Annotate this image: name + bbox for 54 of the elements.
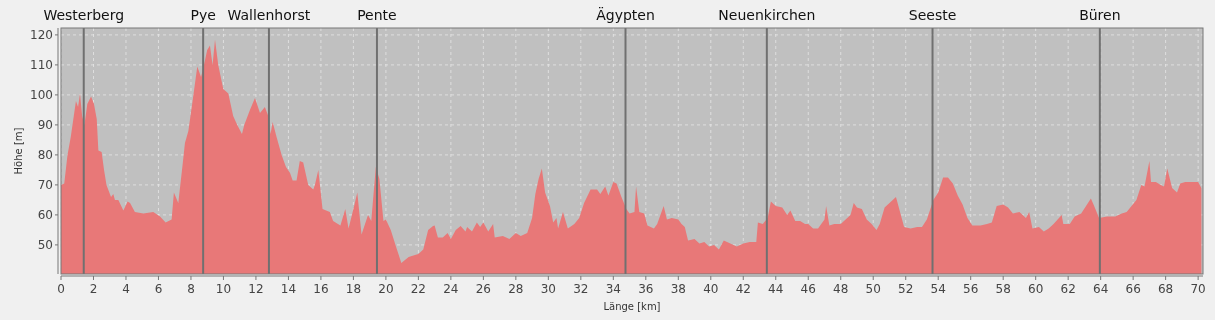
y-axis-title: Höhe [m] [13, 127, 24, 175]
x-tick-label: 0 [57, 282, 65, 296]
x-tick-label: 36 [638, 282, 654, 296]
x-tick-label: 24 [443, 282, 459, 296]
x-tick-label: 32 [573, 282, 589, 296]
x-tick-label: 6 [154, 282, 163, 296]
ref-line-label: Wallenhorst [227, 7, 311, 23]
x-tick-label: 22 [410, 282, 427, 296]
x-tick-label: 16 [313, 282, 329, 296]
x-axis-title: Länge [km] [603, 301, 661, 312]
x-tick-label: 56 [963, 282, 979, 296]
ref-line-label: Westerberg [43, 7, 125, 23]
x-tick-label: 18 [345, 282, 362, 296]
x-tick-label: 66 [1125, 282, 1141, 296]
x-tick-label: 54 [930, 282, 946, 296]
x-tick-label: 48 [833, 282, 849, 296]
x-tick-label: 68 [1158, 282, 1174, 296]
y-tick-label: 80 [37, 148, 53, 163]
ref-line-label: Büren [1079, 7, 1121, 23]
ref-line-label: Neuenkirchen [718, 7, 816, 23]
x-tick-label: 12 [248, 282, 264, 296]
x-tick-label: 28 [508, 282, 524, 296]
y-tick-label: 100 [30, 88, 53, 103]
y-tick-label: 120 [30, 28, 53, 43]
x-tick-label: 38 [670, 282, 686, 296]
x-tick-label: 14 [280, 282, 297, 296]
ref-line-label: Pye [190, 7, 216, 23]
x-tick-label: 62 [1060, 282, 1076, 296]
x-tick-label: 30 [540, 282, 556, 296]
x-tick-label: 26 [475, 282, 491, 296]
y-tick-label: 60 [37, 208, 53, 223]
ref-line-label: Seeste [908, 7, 957, 23]
x-tick-label: 44 [768, 282, 784, 296]
x-tick-label: 50 [865, 282, 881, 296]
x-tick-label: 40 [703, 282, 719, 296]
ref-line-label: Ägypten [596, 6, 655, 23]
x-tick-label: 8 [187, 282, 195, 296]
x-tick-label: 64 [1093, 282, 1109, 296]
x-tick-label: 60 [1028, 282, 1044, 296]
x-tick-label: 10 [215, 282, 232, 296]
x-tick-label: 52 [898, 282, 914, 296]
y-tick-label: 50 [37, 238, 53, 253]
x-tick-label: 2 [89, 282, 98, 296]
x-tick-label: 34 [605, 282, 621, 296]
x-tick-label: 70 [1190, 282, 1206, 296]
y-tick-label: 90 [37, 118, 53, 133]
x-tick-label: 46 [800, 282, 816, 296]
y-tick-label: 70 [37, 178, 53, 193]
y-tick-label: 110 [30, 58, 53, 73]
x-tick-label: 42 [735, 282, 751, 296]
x-tick-label: 20 [378, 282, 394, 296]
ref-line-label: Pente [357, 7, 397, 23]
x-tick-label: 4 [122, 282, 130, 296]
x-tick-label: 58 [995, 282, 1011, 296]
